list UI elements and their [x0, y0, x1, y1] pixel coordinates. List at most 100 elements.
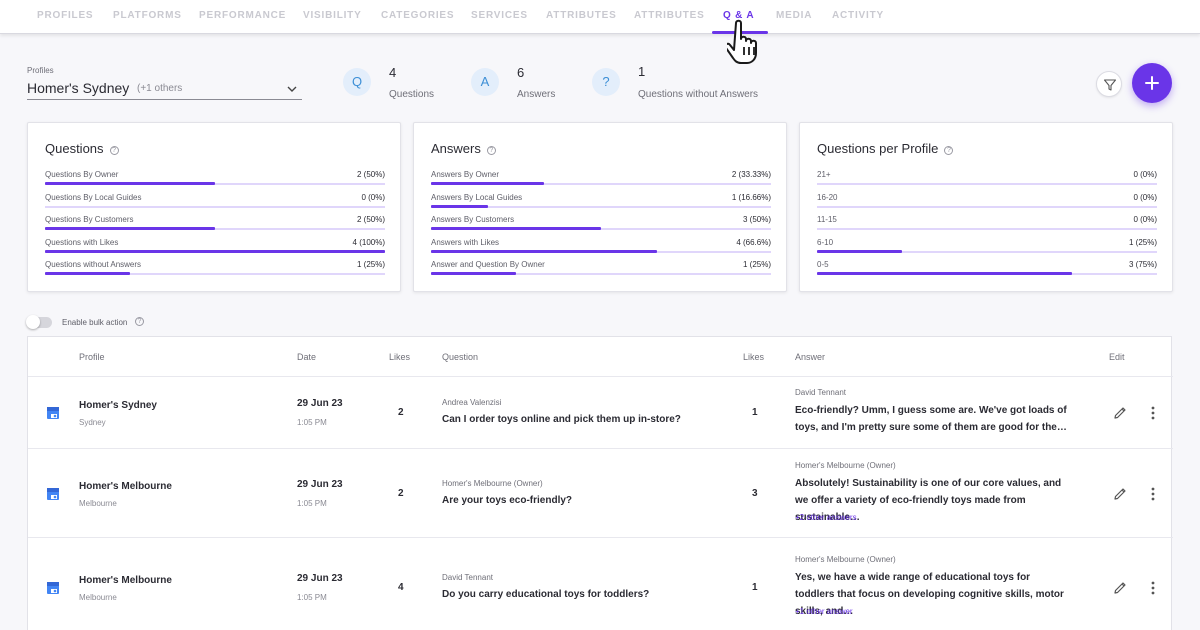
more-options-icon[interactable]	[1146, 486, 1160, 502]
help-icon[interactable]: ?	[109, 146, 119, 155]
metric-bar-track	[431, 205, 771, 208]
metric-row: Answers By Local Guides 1 (16.66%)	[431, 193, 771, 213]
tab-services[interactable]: SERVICES	[471, 10, 528, 21]
edit-pencil-icon[interactable]	[1112, 405, 1128, 421]
metric-label: 11-15	[817, 215, 837, 224]
metric-bar-track	[817, 205, 1157, 208]
question-author: Andrea Valenzisi	[442, 398, 502, 407]
question-time: 1:05 PM	[297, 418, 327, 427]
more-options-icon[interactable]	[1146, 580, 1160, 596]
metric-label: Questions By Owner	[45, 170, 119, 179]
tab-attributes[interactable]: ATTRIBUTES	[546, 10, 617, 21]
toggle-knob	[26, 315, 40, 329]
unanswered-count-label: Questions without Answers	[638, 89, 759, 100]
metric-row: 11-15 0 (0%)	[817, 215, 1157, 235]
google-business-icon	[47, 407, 59, 419]
metric-value: 0 (0%)	[361, 192, 385, 202]
metric-row: Answers By Customers 3 (50%)	[431, 215, 771, 235]
bulk-action-toggle[interactable]	[26, 315, 52, 329]
help-icon[interactable]: ?	[135, 317, 144, 326]
profile-name[interactable]: Homer's Melbourne	[79, 575, 172, 586]
answer-likes: 1	[752, 582, 758, 593]
metric-value: 2 (50%)	[356, 170, 385, 179]
table-row[interactable]: Homer's Sydney Sydney 29 Jun 23 1:05 PM …	[28, 376, 1173, 448]
per-profile-card-title: Questions per Profile	[817, 141, 939, 156]
question-author: David Tennant	[442, 573, 493, 582]
profiles-label: Profiles	[27, 66, 54, 75]
tab-activity[interactable]: ACTIVITY	[832, 10, 884, 21]
metric-bar-track	[817, 183, 1157, 185]
profile-name[interactable]: Homer's Sydney	[79, 400, 157, 411]
metric-value: 1 (16.66%)	[731, 192, 771, 202]
metric-label: 6-10	[817, 237, 834, 247]
questions-per-profile-card: Questions per Profile? 21+ 0 (0%) 16-20 0 (…	[799, 122, 1173, 292]
question-stat-icon: Q	[343, 68, 371, 96]
metric-bar-track	[45, 205, 385, 208]
metric-bar-fill	[45, 182, 215, 185]
metric-row: Answers By Owner 2 (33.33%)	[431, 170, 771, 190]
answer-likes: 3	[752, 487, 758, 499]
metric-bar-fill	[431, 272, 516, 275]
metric-row: Questions without Answers 1 (25%)	[45, 260, 385, 280]
tab-media[interactable]: MEDIA	[776, 10, 813, 21]
tab-categories[interactable]: CATEGORIES	[381, 10, 455, 21]
help-icon[interactable]: ?	[944, 146, 954, 155]
answers-card: Answers? Answers By Owner 2 (33.33%) Answe…	[413, 122, 787, 292]
answer-text: Eco-friendly? Umm, I guess some are. We'…	[795, 405, 1067, 433]
metric-bar-fill	[431, 182, 545, 185]
metric-label: Questions By Local Guides	[45, 192, 142, 202]
answer-text: Absolutely! Sustainability is one of our…	[795, 477, 1062, 523]
metric-row: 0-5 3 (75%)	[817, 260, 1157, 280]
metric-value: 3 (75%)	[1128, 260, 1157, 269]
metric-row: Answer and Question By Owner 1 (25%)	[431, 260, 771, 280]
metric-label: Questions By Customers	[45, 215, 134, 224]
add-button[interactable]	[1132, 63, 1172, 103]
question-likes: 2	[398, 407, 404, 418]
help-icon[interactable]: ?	[486, 146, 496, 155]
tab-visibility[interactable]: VISIBILITY	[303, 10, 362, 21]
profile-city: Sydney	[79, 418, 106, 427]
metric-bar-fill	[45, 272, 130, 275]
tab-q-and-a[interactable]: Q & A	[723, 10, 755, 21]
metric-bar-fill	[431, 249, 658, 253]
tab-attributes-2[interactable]: ATTRIBUTES	[634, 10, 705, 21]
metric-bar-track	[817, 228, 1157, 230]
answers-card-title: Answers	[431, 141, 481, 156]
question-likes: 4	[398, 582, 404, 593]
more-options-icon[interactable]	[1146, 405, 1160, 421]
metric-value: 1 (25%)	[742, 260, 771, 269]
question-text: Do you carry educational toys for toddle…	[442, 589, 650, 600]
profile-name[interactable]: Homer's Melbourne	[79, 480, 172, 492]
profile-select[interactable]: Homer's Sydney (+1 others	[27, 78, 302, 100]
profile-city: Melbourne	[79, 498, 117, 508]
questions-card: Questions? Questions By Owner 2 (50%) Ques…	[27, 122, 401, 292]
edit-pencil-icon[interactable]	[1112, 486, 1128, 502]
metric-bar-fill	[431, 227, 601, 230]
metric-label: Answer and Question By Owner	[431, 260, 545, 269]
table-row[interactable]: Homer's Melbourne Melbourne 29 Jun 23 1:…	[28, 537, 1173, 630]
metric-row: Questions By Owner 2 (50%)	[45, 170, 385, 190]
table-row[interactable]: Homer's Melbourne Melbourne 29 Jun 23 1:…	[28, 448, 1173, 537]
answers-count: 6	[517, 65, 525, 80]
metric-row: 16-20 0 (0%)	[817, 193, 1157, 213]
top-nav: PROFILES PLATFORMS PERFORMANCE VISIBILIT…	[0, 0, 1200, 34]
metric-bar-fill	[817, 249, 902, 253]
questions-count-label: Questions	[389, 89, 435, 100]
tab-performance[interactable]: PERFORMANCE	[199, 10, 287, 21]
filter-button[interactable]	[1096, 71, 1122, 97]
other-answers-link[interactable]: +2 other answers	[795, 512, 857, 522]
other-profiles-count: (+1 others	[137, 83, 183, 94]
metric-label: Questions without Answers	[45, 260, 142, 269]
metric-row: Questions with Likes 4 (100%)	[45, 238, 385, 258]
hand-cursor-icon	[727, 19, 757, 64]
header-question-likes: Likes	[389, 352, 411, 362]
question-text: Can I order toys online and pick them up…	[442, 414, 681, 425]
tab-platforms[interactable]: PLATFORMS	[113, 10, 182, 21]
metric-value: 2 (33.33%)	[731, 170, 771, 179]
question-date: 29 Jun 23	[297, 478, 343, 490]
google-business-icon	[47, 582, 59, 594]
metric-label: Answers By Owner	[431, 170, 500, 179]
tab-profiles[interactable]: PROFILES	[37, 10, 94, 21]
edit-pencil-icon[interactable]	[1112, 580, 1128, 596]
other-answers-link[interactable]: +1 other answer	[795, 607, 853, 616]
